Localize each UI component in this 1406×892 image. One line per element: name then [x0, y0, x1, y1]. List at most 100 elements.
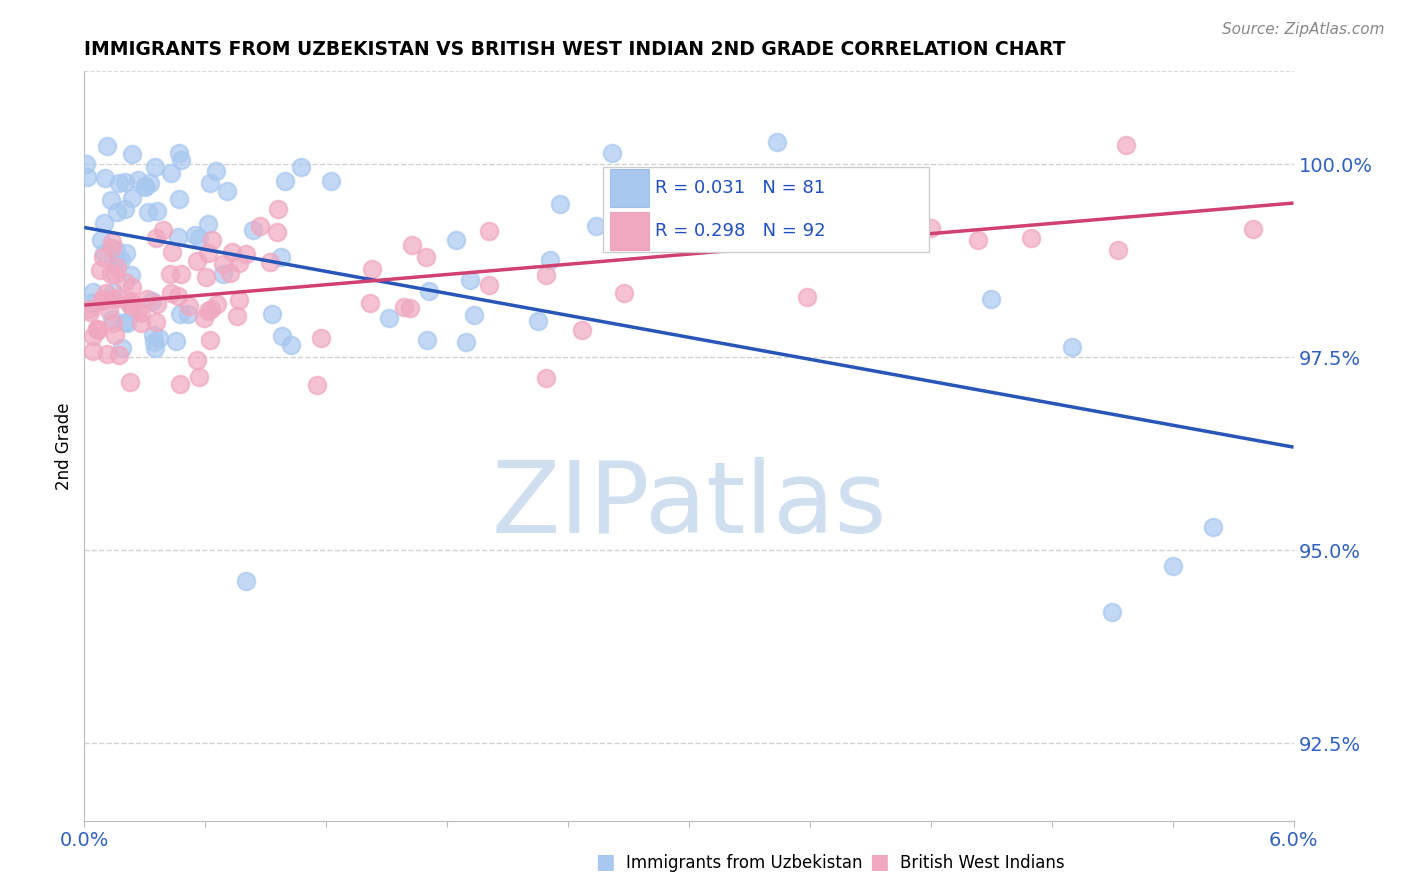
Point	[159, 267, 181, 281]
Point	[309, 330, 332, 344]
Point	[89, 263, 111, 277]
Point	[101, 241, 124, 255]
Point	[1060, 340, 1083, 354]
Point	[177, 299, 200, 313]
Point	[160, 166, 183, 180]
Point	[377, 311, 399, 326]
Point	[259, 255, 281, 269]
Point	[602, 146, 624, 161]
Point	[1107, 243, 1129, 257]
Point	[160, 285, 183, 300]
Point	[307, 378, 329, 392]
Text: ■: ■	[869, 853, 889, 872]
Point	[101, 311, 124, 326]
Point	[139, 176, 162, 190]
Point	[538, 253, 561, 268]
Point	[198, 177, 221, 191]
Point	[134, 179, 156, 194]
Point	[100, 193, 122, 207]
Point	[186, 254, 208, 268]
Point	[980, 292, 1002, 306]
Point	[920, 221, 942, 235]
Point	[93, 245, 115, 260]
Point	[97, 303, 120, 318]
Point	[280, 337, 302, 351]
Point	[114, 176, 136, 190]
Point	[127, 303, 149, 318]
Point	[270, 329, 292, 343]
Text: ■: ■	[595, 853, 614, 872]
Point	[170, 153, 193, 167]
Point	[94, 171, 117, 186]
Point	[143, 160, 166, 174]
Point	[82, 329, 104, 343]
Point	[93, 216, 115, 230]
Point	[274, 174, 297, 188]
Point	[136, 293, 159, 307]
Point	[235, 247, 257, 261]
Point	[167, 146, 190, 161]
Point	[104, 267, 127, 281]
Point	[143, 341, 166, 355]
Point	[1101, 605, 1123, 619]
Point	[100, 267, 122, 281]
Point	[613, 286, 636, 301]
Point	[242, 222, 264, 236]
Point	[392, 300, 415, 314]
Point	[166, 229, 188, 244]
Point	[120, 298, 142, 312]
Point	[1115, 137, 1137, 152]
Point	[398, 301, 420, 315]
Point	[775, 199, 797, 213]
Point	[197, 245, 219, 260]
Point	[121, 190, 143, 204]
Point	[152, 223, 174, 237]
Point	[162, 244, 184, 259]
Point	[146, 297, 169, 311]
Point	[93, 250, 115, 264]
Point	[101, 235, 124, 249]
Point	[204, 163, 226, 178]
Point	[96, 286, 118, 301]
Point	[101, 285, 124, 300]
Point	[120, 293, 142, 308]
Text: R = 0.031   N = 81: R = 0.031 N = 81	[655, 179, 825, 197]
Point	[90, 292, 112, 306]
Point	[270, 251, 292, 265]
Point	[235, 574, 257, 589]
Point	[215, 184, 238, 198]
Point	[120, 268, 142, 282]
Point	[321, 174, 343, 188]
Point	[96, 347, 118, 361]
Point	[415, 250, 437, 264]
Point	[585, 219, 607, 234]
Point	[359, 295, 381, 310]
Point	[228, 293, 250, 307]
Point	[218, 266, 240, 280]
Point	[121, 146, 143, 161]
Point	[82, 285, 104, 299]
Point	[91, 293, 114, 308]
Point	[534, 268, 557, 282]
Point	[76, 169, 98, 184]
Text: Immigrants from Uzbekistan: Immigrants from Uzbekistan	[626, 855, 862, 872]
Point	[801, 186, 824, 200]
Point	[118, 295, 141, 310]
Point	[1241, 222, 1264, 236]
Point	[267, 202, 290, 216]
Text: IMMIGRANTS FROM UZBEKISTAN VS BRITISH WEST INDIAN 2ND GRADE CORRELATION CHART: IMMIGRANTS FROM UZBEKISTAN VS BRITISH WE…	[84, 39, 1066, 59]
Point	[1161, 558, 1184, 573]
Point	[114, 275, 136, 289]
Point	[90, 234, 112, 248]
Point	[776, 169, 799, 183]
Point	[136, 205, 159, 219]
Point	[128, 173, 150, 187]
Point	[534, 370, 557, 384]
Point	[167, 288, 190, 302]
Point	[200, 334, 222, 348]
Point	[183, 227, 205, 242]
Point	[225, 310, 247, 324]
Point	[177, 307, 200, 321]
Point	[211, 267, 233, 281]
Point	[114, 315, 136, 329]
